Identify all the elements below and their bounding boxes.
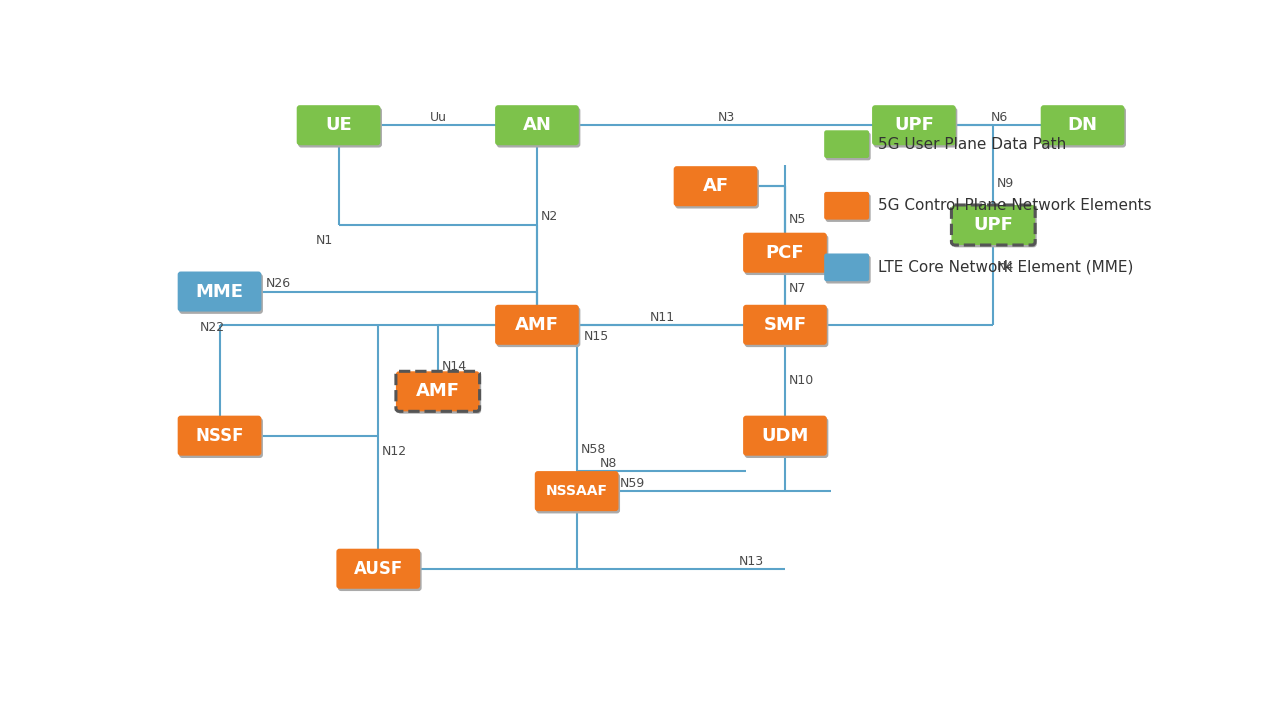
Text: N3: N3: [718, 111, 735, 124]
Text: N1: N1: [315, 234, 333, 247]
Text: N14: N14: [442, 360, 467, 373]
FancyBboxPatch shape: [676, 168, 759, 209]
Text: N7: N7: [788, 282, 806, 295]
Text: N15: N15: [584, 330, 609, 343]
Text: NSSF: NSSF: [196, 427, 243, 445]
FancyBboxPatch shape: [1042, 107, 1126, 148]
Text: DN: DN: [1068, 116, 1097, 134]
Text: UDM: UDM: [762, 427, 809, 445]
FancyBboxPatch shape: [398, 374, 481, 414]
Text: PCF: PCF: [765, 243, 804, 261]
FancyBboxPatch shape: [497, 107, 580, 148]
FancyBboxPatch shape: [744, 415, 827, 456]
FancyBboxPatch shape: [536, 474, 620, 513]
Text: N9: N9: [997, 177, 1015, 190]
FancyBboxPatch shape: [824, 130, 869, 158]
Text: Uu: Uu: [430, 111, 447, 124]
Text: N6: N6: [991, 111, 1007, 124]
Text: 5G Control Plane Network Elements: 5G Control Plane Network Elements: [878, 198, 1152, 213]
Text: N12: N12: [383, 445, 407, 458]
Text: N5: N5: [788, 213, 806, 226]
FancyBboxPatch shape: [826, 256, 870, 284]
Text: N59: N59: [620, 477, 645, 490]
FancyBboxPatch shape: [745, 418, 828, 458]
FancyBboxPatch shape: [178, 271, 261, 312]
FancyBboxPatch shape: [826, 194, 870, 222]
FancyBboxPatch shape: [954, 207, 1037, 248]
FancyBboxPatch shape: [951, 205, 1036, 245]
FancyBboxPatch shape: [824, 253, 869, 282]
FancyBboxPatch shape: [826, 132, 870, 161]
FancyBboxPatch shape: [744, 305, 827, 345]
Text: AMF: AMF: [515, 316, 559, 334]
FancyBboxPatch shape: [744, 233, 827, 273]
Text: AUSF: AUSF: [353, 559, 403, 577]
Text: N11: N11: [649, 310, 675, 323]
Text: N10: N10: [788, 374, 814, 387]
Text: UPF: UPF: [973, 216, 1014, 234]
Text: N26: N26: [266, 277, 291, 290]
FancyBboxPatch shape: [337, 549, 420, 589]
Text: AMF: AMF: [416, 382, 460, 400]
FancyBboxPatch shape: [535, 471, 618, 511]
FancyBboxPatch shape: [396, 372, 480, 411]
Text: N22: N22: [200, 321, 225, 334]
Text: UE: UE: [325, 116, 352, 134]
Text: AN: AN: [522, 116, 552, 134]
Text: MME: MME: [196, 282, 243, 300]
Text: N2: N2: [541, 210, 558, 223]
Text: SMF: SMF: [763, 316, 806, 334]
FancyBboxPatch shape: [824, 192, 869, 220]
FancyBboxPatch shape: [179, 274, 262, 314]
Text: 5G User Plane Data Path: 5G User Plane Data Path: [878, 137, 1066, 152]
FancyBboxPatch shape: [1041, 105, 1124, 145]
FancyBboxPatch shape: [497, 307, 580, 347]
FancyBboxPatch shape: [872, 105, 956, 145]
Text: LTE Core Network Element (MME): LTE Core Network Element (MME): [878, 260, 1134, 275]
FancyBboxPatch shape: [495, 105, 579, 145]
Text: N58: N58: [581, 444, 605, 456]
FancyBboxPatch shape: [178, 415, 261, 456]
Text: NSSAAF: NSSAAF: [545, 484, 608, 498]
FancyBboxPatch shape: [298, 107, 381, 148]
FancyBboxPatch shape: [745, 235, 828, 275]
Text: N13: N13: [739, 554, 764, 567]
Text: N4: N4: [997, 260, 1015, 273]
Text: UPF: UPF: [893, 116, 934, 134]
FancyBboxPatch shape: [673, 166, 758, 206]
FancyBboxPatch shape: [745, 307, 828, 347]
FancyBboxPatch shape: [297, 105, 380, 145]
Text: N8: N8: [600, 457, 617, 470]
FancyBboxPatch shape: [495, 305, 579, 345]
FancyBboxPatch shape: [874, 107, 957, 148]
FancyBboxPatch shape: [338, 551, 421, 591]
Text: AF: AF: [703, 177, 728, 195]
FancyBboxPatch shape: [179, 418, 262, 458]
